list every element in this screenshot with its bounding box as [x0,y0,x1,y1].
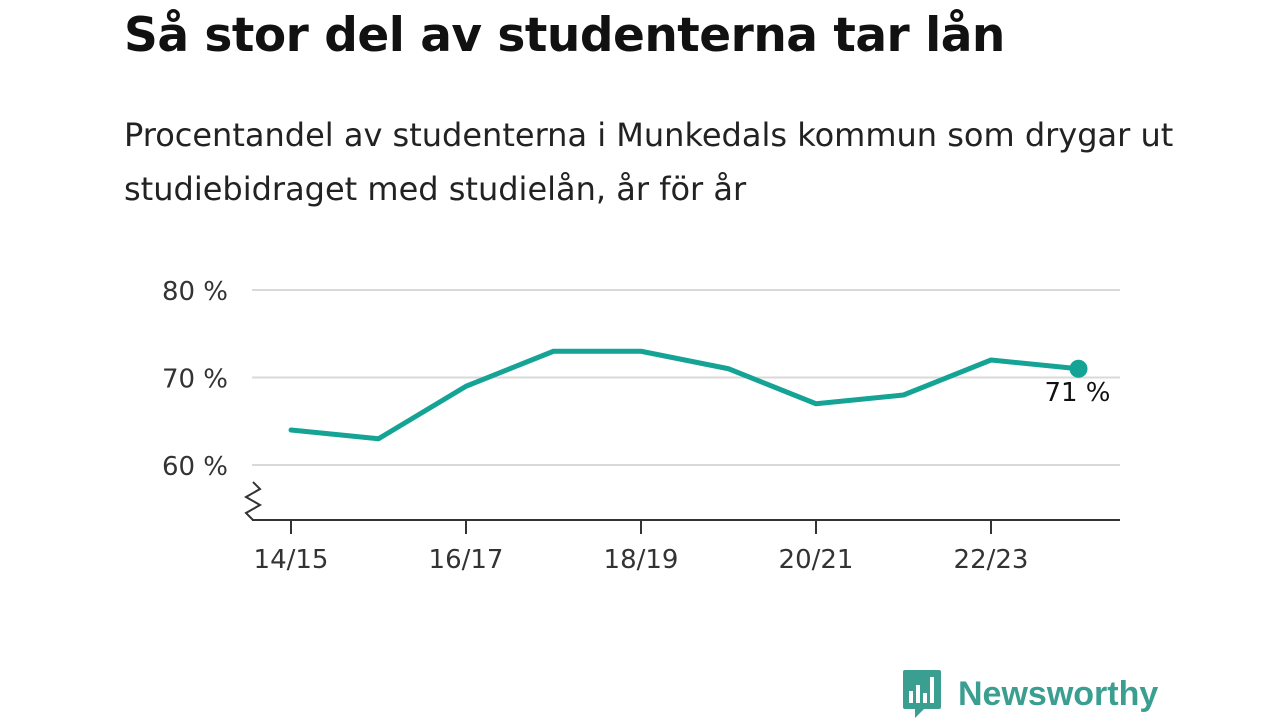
series-line [288,348,1081,442]
x-tick-label: 18/19 [604,545,679,575]
chart-subtitle: Procentandel av studenterna i Munkedals … [124,116,1174,208]
end-value-label: 71 % [1044,378,1110,408]
y-tick-label: 70 % [162,365,228,395]
x-tick-label: 14/15 [254,545,329,575]
y-tick-label: 60 % [162,452,228,482]
brand-logo: Newsworthy [902,668,1158,720]
chart-title: Så stor del av studenterna tar lån [124,8,1005,63]
axis-break-icon [243,481,263,521]
bar-chart-speech-bubble-icon [903,670,941,718]
grid-layer [252,289,1120,466]
y-tick-label: 80 % [162,277,228,307]
x-tick-label: 20/21 [779,545,854,575]
series-layer [288,348,1088,442]
end-point-marker [1069,359,1088,378]
label-layer: 60 % 70 % 80 % 14/15 16/17 18/19 20/21 22/23 71 … [162,277,1111,575]
brand-name: Newsworthy [958,674,1159,713]
axis-layer [243,481,1120,534]
x-tick-label: 16/17 [429,545,504,575]
x-tick-label: 22/23 [954,545,1029,575]
